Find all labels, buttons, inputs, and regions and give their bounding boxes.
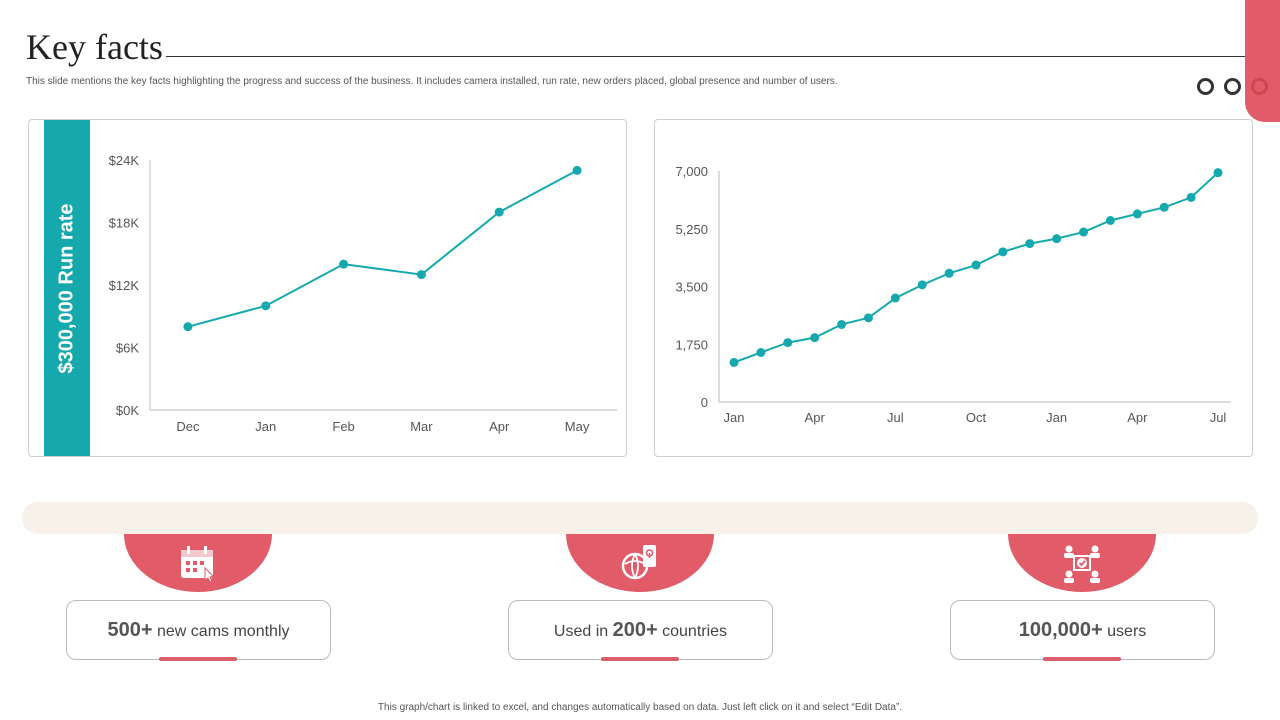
footer-note: This graph/chart is linked to excel, and… — [377, 702, 903, 713]
data-point — [1132, 209, 1142, 219]
corner-decoration — [1245, 0, 1280, 122]
y-tick-label: $12K — [109, 278, 140, 293]
data-point — [339, 259, 349, 269]
fact-card-users: 100,000+ users — [950, 600, 1215, 661]
x-tick-label: Jul — [1210, 410, 1227, 425]
dots-decoration — [1197, 78, 1268, 95]
data-point — [837, 319, 847, 329]
x-tick-label: Apr — [1127, 410, 1148, 425]
fact-text: users — [1102, 622, 1147, 640]
title-divider — [166, 56, 1246, 57]
data-point — [1079, 227, 1089, 237]
data-point — [183, 322, 193, 332]
calendar-icon — [181, 546, 214, 583]
fact-text: new cams monthly — [152, 622, 290, 640]
x-tick-label: Oct — [966, 410, 987, 425]
facts-strip — [22, 502, 1258, 534]
y-tick-label: $18K — [109, 216, 140, 231]
fact-icon-badge — [1008, 534, 1156, 592]
data-point — [944, 268, 954, 278]
y-tick-label: 5,250 — [675, 222, 708, 237]
data-point — [1159, 202, 1169, 212]
fact-highlight: 200+ — [612, 618, 658, 641]
data-point — [810, 333, 820, 343]
growth-line-chart[interactable]: 0 1,750 3,500 5,250 7,000 Jan Apr Jul Oct Jan Apr J… — [655, 120, 1252, 456]
x-tick-label: Mar — [410, 419, 433, 434]
data-point — [783, 338, 793, 348]
circle-icon — [1251, 78, 1268, 95]
globe-phone-icon — [621, 545, 656, 580]
circle-icon — [1224, 78, 1241, 95]
network-users-icon — [1064, 545, 1100, 583]
run-rate-line-chart[interactable]: $0K $6K $12K $18K $24K Dec Jan Feb Mar Apr May — [29, 120, 626, 456]
y-tick-label: $0K — [116, 403, 139, 418]
x-tick-label: Jan — [1046, 410, 1067, 425]
data-point — [572, 165, 582, 175]
data-point — [494, 207, 504, 217]
fact-underline — [601, 657, 679, 661]
fact-text: countries — [657, 622, 728, 640]
x-tick-label: May — [565, 419, 590, 434]
page-title: Key facts — [26, 27, 163, 67]
run-rate-band: $300,000 Run rate — [44, 120, 90, 456]
data-point — [756, 348, 766, 357]
data-point — [890, 293, 900, 303]
fact-highlight: 500+ — [107, 618, 153, 641]
y-tick-label: 7,000 — [675, 164, 708, 179]
y-tick-label: $24K — [109, 153, 140, 168]
fact-card-countries: Used in 200+ countries — [508, 600, 773, 661]
y-tick-label: 1,750 — [675, 337, 708, 352]
fact-underline — [1043, 657, 1121, 661]
data-point — [917, 280, 927, 290]
data-point — [998, 247, 1008, 257]
data-point — [261, 301, 271, 311]
page-subtitle: This slide mentions the key facts highli… — [26, 76, 838, 87]
data-point — [1105, 216, 1115, 225]
run-rate-label: $300,000 Run rate — [55, 202, 78, 374]
data-point — [863, 313, 873, 323]
fact-text: Used in — [553, 622, 613, 640]
data-point — [416, 270, 426, 280]
data-point — [1052, 234, 1062, 244]
circle-icon — [1197, 78, 1214, 95]
fact-icon-badge — [124, 534, 272, 592]
data-point — [971, 260, 981, 270]
data-point — [1213, 168, 1223, 178]
y-tick-label: 3,500 — [675, 280, 708, 295]
fact-card-cams: 500+ new cams monthly — [66, 600, 331, 661]
y-tick-label: 0 — [701, 395, 708, 410]
series-line — [187, 169, 578, 328]
growth-chart-card[interactable]: 0 1,750 3,500 5,250 7,000 Jan Apr Jul Oct Jan Apr J… — [654, 119, 1253, 457]
x-tick-label: Jan — [255, 419, 276, 434]
x-tick-label: Jan — [724, 410, 745, 425]
run-rate-chart-card[interactable]: $300,000 Run rate $0K $6K $12K $18K $24K Dec J… — [28, 119, 627, 457]
fact-underline — [159, 657, 237, 661]
data-point — [729, 357, 739, 367]
x-tick-label: Dec — [176, 419, 200, 434]
fact-highlight: 100,000+ — [1018, 618, 1103, 641]
data-point — [1025, 239, 1035, 249]
x-tick-label: Apr — [805, 410, 826, 425]
y-tick-label: $6K — [116, 341, 139, 356]
fact-icon-badge — [566, 534, 714, 592]
x-tick-label: Apr — [489, 419, 510, 434]
x-tick-label: Jul — [887, 410, 904, 425]
data-point — [1186, 192, 1196, 202]
x-tick-label: Feb — [332, 419, 354, 434]
